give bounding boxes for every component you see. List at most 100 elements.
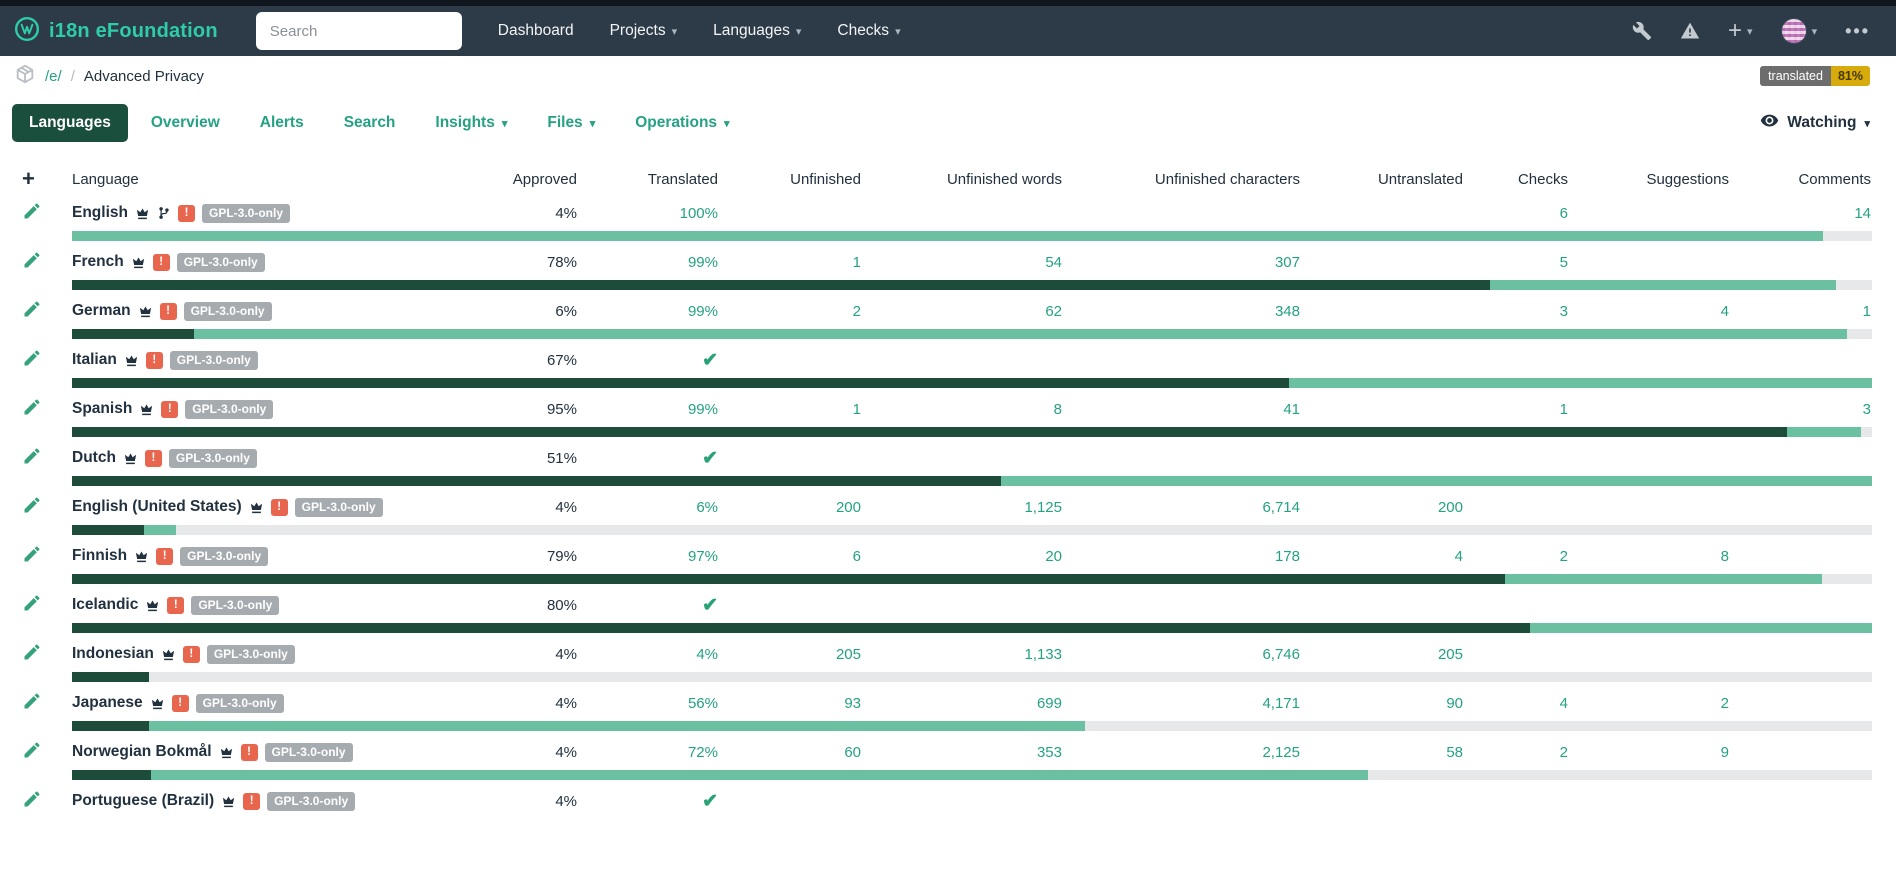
menu-dashboard[interactable]: Dashboard — [497, 22, 574, 39]
cell-untranslated[interactable]: 200 — [1437, 498, 1463, 516]
cell-translated[interactable]: 99% — [687, 253, 718, 271]
edit-pencil-icon[interactable] — [22, 642, 42, 667]
cell-approved[interactable]: 51% — [546, 449, 577, 467]
edit-pencil-icon[interactable] — [22, 397, 42, 422]
breadcrumb-project-link[interactable]: /e/ — [45, 67, 62, 85]
wrench-icon[interactable] — [1632, 21, 1652, 41]
tab-languages[interactable]: Languages — [12, 104, 128, 142]
cell-translated[interactable]: 99% — [687, 302, 718, 320]
cell-unfinished[interactable]: 200 — [835, 498, 861, 516]
language-link[interactable]: English — [72, 204, 128, 221]
alert-badge[interactable]: ! — [270, 498, 288, 516]
tab-files[interactable]: Files ▾ — [547, 114, 596, 131]
language-link[interactable]: Portuguese (Brazil) — [72, 792, 215, 809]
cell-suggestions[interactable]: 9 — [1720, 743, 1729, 761]
alert-badge[interactable]: ! — [171, 694, 189, 712]
cell-comments[interactable]: 1 — [1862, 302, 1871, 320]
cell-checks[interactable]: 2 — [1559, 743, 1568, 761]
language-link[interactable]: German — [72, 302, 131, 319]
edit-pencil-icon[interactable] — [22, 544, 42, 569]
cell-translated[interactable]: ✔ — [577, 447, 718, 470]
cell-unfinished-words[interactable]: 8 — [1053, 400, 1062, 418]
language-link[interactable]: Indonesian — [72, 645, 154, 662]
cell-comments[interactable]: 14 — [1854, 204, 1871, 222]
edit-pencil-icon[interactable] — [22, 691, 42, 716]
tab-search[interactable]: Search — [343, 114, 396, 131]
cell-unfinished-words[interactable]: 699 — [1036, 694, 1062, 712]
tab-insights[interactable]: Insights ▾ — [435, 114, 508, 131]
alert-badge[interactable]: ! — [182, 645, 200, 663]
cell-unfinished-characters[interactable]: 2,125 — [1262, 743, 1300, 761]
cell-unfinished[interactable]: 60 — [844, 743, 861, 761]
language-link[interactable]: English (United States) — [72, 498, 242, 515]
alert-triangle-icon[interactable] — [1680, 21, 1700, 41]
add-menu[interactable]: + ▾ — [1728, 19, 1753, 43]
edit-pencil-icon[interactable] — [22, 201, 42, 226]
cell-comments[interactable]: 3 — [1862, 400, 1871, 418]
cell-translated[interactable]: 100% — [679, 204, 718, 222]
cell-unfinished[interactable]: 1 — [852, 253, 861, 271]
alert-badge[interactable]: ! — [177, 204, 195, 222]
cell-translated[interactable]: ✔ — [577, 790, 718, 813]
cell-translated[interactable]: 56% — [687, 694, 718, 712]
cell-unfinished-words[interactable]: 353 — [1036, 743, 1062, 761]
tab-operations[interactable]: Operations ▾ — [635, 114, 730, 131]
edit-pencil-icon[interactable] — [22, 446, 42, 471]
cell-checks[interactable]: 6 — [1559, 204, 1568, 222]
alert-badge[interactable]: ! — [156, 547, 174, 565]
language-link[interactable]: Japanese — [72, 694, 143, 711]
cell-untranslated[interactable]: 4 — [1454, 547, 1463, 565]
cell-unfinished[interactable]: 93 — [844, 694, 861, 712]
cell-unfinished-words[interactable]: 62 — [1045, 302, 1062, 320]
cell-suggestions[interactable]: 4 — [1720, 302, 1729, 320]
cell-unfinished[interactable]: 1 — [852, 400, 861, 418]
cell-unfinished[interactable]: 2 — [852, 302, 861, 320]
cell-approved[interactable]: 4% — [555, 694, 577, 712]
cell-untranslated[interactable]: 58 — [1446, 743, 1463, 761]
cell-approved[interactable]: 95% — [546, 400, 577, 418]
cell-translated[interactable]: ✔ — [577, 349, 718, 372]
add-language-button[interactable]: + — [22, 166, 35, 191]
cell-unfinished-characters[interactable]: 6,714 — [1262, 498, 1300, 516]
cell-unfinished-characters[interactable]: 6,746 — [1262, 645, 1300, 663]
alert-badge[interactable]: ! — [159, 302, 177, 320]
cell-approved[interactable]: 4% — [555, 743, 577, 761]
edit-pencil-icon[interactable] — [22, 495, 42, 520]
language-link[interactable]: Finnish — [72, 547, 128, 564]
language-link[interactable]: Norwegian Bokmål — [72, 743, 212, 760]
cell-checks[interactable]: 2 — [1559, 547, 1568, 565]
language-link[interactable]: Italian — [72, 351, 117, 368]
edit-pencil-icon[interactable] — [22, 789, 42, 814]
alert-badge[interactable]: ! — [161, 400, 179, 418]
cell-translated[interactable]: 72% — [687, 743, 718, 761]
language-link[interactable]: Spanish — [72, 400, 133, 417]
alert-badge[interactable]: ! — [152, 253, 170, 271]
tab-overview[interactable]: Overview — [150, 114, 220, 131]
cell-checks[interactable]: 4 — [1559, 694, 1568, 712]
cell-translated[interactable]: ✔ — [577, 594, 718, 617]
menu-projects[interactable]: Projects ▾ — [609, 22, 678, 39]
cell-unfinished-characters[interactable]: 307 — [1274, 253, 1300, 271]
watching-dropdown[interactable]: Watching ▾ — [1760, 111, 1870, 135]
menu-checks[interactable]: Checks ▾ — [837, 22, 901, 39]
alert-badge[interactable]: ! — [144, 449, 162, 467]
cell-untranslated[interactable]: 90 — [1446, 694, 1463, 712]
cell-unfinished-words[interactable]: 20 — [1045, 547, 1062, 565]
cell-approved[interactable]: 79% — [546, 547, 577, 565]
cell-checks[interactable]: 3 — [1559, 302, 1568, 320]
cell-unfinished-words[interactable]: 1,133 — [1024, 645, 1062, 663]
cell-translated[interactable]: 99% — [687, 400, 718, 418]
cell-approved[interactable]: 4% — [555, 645, 577, 663]
cell-approved[interactable]: 4% — [555, 204, 577, 222]
cell-approved[interactable]: 67% — [546, 351, 577, 369]
language-link[interactable]: French — [72, 253, 124, 270]
cell-translated[interactable]: 6% — [696, 498, 718, 516]
search-input[interactable] — [255, 12, 462, 50]
cell-suggestions[interactable]: 8 — [1720, 547, 1729, 565]
tab-alerts[interactable]: Alerts — [259, 114, 304, 131]
cell-translated[interactable]: 97% — [687, 547, 718, 565]
cell-unfinished-characters[interactable]: 348 — [1274, 302, 1300, 320]
menu-languages[interactable]: Languages ▾ — [713, 22, 802, 39]
overflow-menu[interactable]: ••• — [1845, 21, 1870, 42]
cell-unfinished-characters[interactable]: 41 — [1283, 400, 1300, 418]
